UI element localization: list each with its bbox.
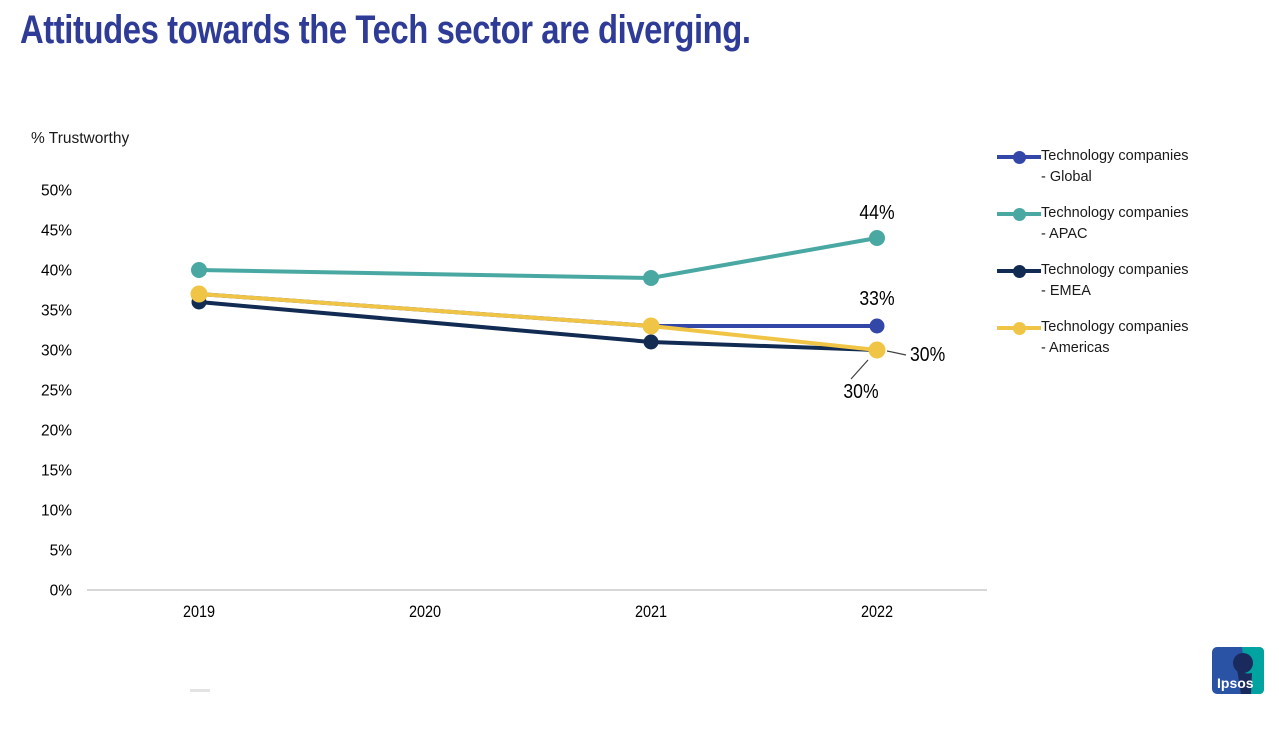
y-tick-label: 50% xyxy=(41,183,72,200)
legend-item: Technology companies - Global xyxy=(997,146,1191,188)
y-tick-label: 30% xyxy=(41,343,72,360)
series-line xyxy=(198,236,878,281)
y-tick-label: 45% xyxy=(41,223,72,240)
x-tick-label: 2019 xyxy=(183,603,215,621)
series-line xyxy=(198,292,878,352)
data-point xyxy=(643,270,659,286)
data-point xyxy=(191,262,207,278)
legend-item: Technology companies - APAC xyxy=(997,203,1191,245)
y-tick-label: 35% xyxy=(41,303,72,320)
svg-text:44%: 44% xyxy=(859,201,894,223)
leader-line xyxy=(886,350,907,356)
legend-marker-icon xyxy=(997,203,1041,224)
svg-text:2022: 2022 xyxy=(861,603,893,621)
chart-legend: Technology companies - Global Technology … xyxy=(997,146,1191,359)
leader-line xyxy=(850,359,869,380)
y-tick-label: 5% xyxy=(50,543,73,560)
data-point xyxy=(868,341,886,359)
y-tick-label: 15% xyxy=(41,463,72,480)
legend-label: Technology companies - Global xyxy=(1041,148,1189,185)
legend-label: Technology companies - APAC xyxy=(1041,205,1189,242)
x-tick-label: 2021 xyxy=(635,603,667,621)
legend-label: Technology companies - EMEA xyxy=(1041,262,1189,299)
y-tick-label: 40% xyxy=(41,263,72,280)
footnote-illegible-text xyxy=(190,689,210,692)
legend-marker-icon xyxy=(997,317,1041,338)
y-tick-label: 10% xyxy=(41,503,72,520)
legend-label: Technology companies - Americas xyxy=(1041,319,1189,356)
legend-marker-icon xyxy=(997,260,1041,281)
legend-marker-icon xyxy=(997,146,1041,167)
data-label: 44% xyxy=(859,201,894,223)
ipsos-logo: Ipsos xyxy=(1212,647,1264,699)
x-tick-label: 2022 xyxy=(861,603,893,621)
x-tick-label: 2020 xyxy=(409,603,441,621)
svg-text:30%: 30% xyxy=(910,343,945,365)
svg-text:2021: 2021 xyxy=(635,603,667,621)
logo-wordmark: Ipsos xyxy=(1217,675,1254,691)
legend-item: Technology companies - EMEA xyxy=(997,260,1191,302)
y-tick-label: 0% xyxy=(50,583,73,600)
svg-text:2020: 2020 xyxy=(409,603,441,621)
logo-face-silhouette xyxy=(1233,653,1253,694)
y-axis-title: % Trustworthy xyxy=(31,130,130,147)
data-point xyxy=(869,318,885,334)
svg-text:2019: 2019 xyxy=(183,603,215,621)
data-point xyxy=(643,334,659,350)
svg-text:30%: 30% xyxy=(843,380,878,402)
svg-text:33%: 33% xyxy=(859,287,894,309)
data-label: 33% xyxy=(859,287,894,309)
data-point xyxy=(642,317,660,335)
y-tick-label: 20% xyxy=(41,423,72,440)
data-label: 30% xyxy=(910,343,945,365)
data-label: 30% xyxy=(843,380,878,402)
y-tick-label: 25% xyxy=(41,383,72,400)
legend-item: Technology companies - Americas xyxy=(997,317,1191,359)
page-title: Attitudes towards the Tech sector are di… xyxy=(20,8,751,52)
data-point xyxy=(869,230,885,246)
data-point xyxy=(190,285,208,303)
